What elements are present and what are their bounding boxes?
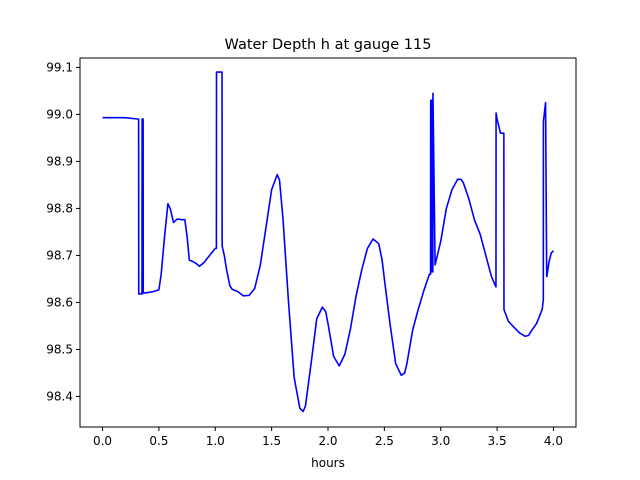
- x-tick-label: 3.0: [431, 434, 450, 448]
- y-tick-label: 98.8: [46, 201, 73, 215]
- x-tick-label: 1.0: [206, 434, 225, 448]
- x-tick-label: 2.5: [375, 434, 394, 448]
- y-tick-label: 98.7: [46, 248, 73, 262]
- series-line: [102, 71, 555, 413]
- y-tick-label: 98.5: [46, 342, 73, 356]
- axis-ticks: 0.0 0.5 1.0 1.5 2.0 2.5 3.0 3.5 4.0 98.4 98.5 98.6 9…: [46, 60, 563, 448]
- plot-area-frame: [79, 57, 577, 428]
- y-tick-label: 98.9: [46, 154, 73, 168]
- x-tick-label: 4.0: [544, 434, 563, 448]
- x-tick-label: 0.5: [149, 434, 168, 448]
- x-tick-label: 0.0: [93, 434, 112, 448]
- chart-title: Water Depth h at gauge 115: [225, 37, 432, 53]
- x-tick-label: 3.5: [488, 434, 507, 448]
- y-tick-label: 98.6: [46, 295, 73, 309]
- y-tick-label: 98.4: [46, 389, 73, 403]
- x-axis-label: hours: [311, 456, 345, 470]
- series-layer: [102, 71, 555, 413]
- x-tick-label: 1.5: [262, 434, 281, 448]
- y-tick-label: 99.1: [46, 60, 73, 74]
- y-tick-label: 99.0: [46, 107, 73, 121]
- x-tick-label: 2.0: [318, 434, 337, 448]
